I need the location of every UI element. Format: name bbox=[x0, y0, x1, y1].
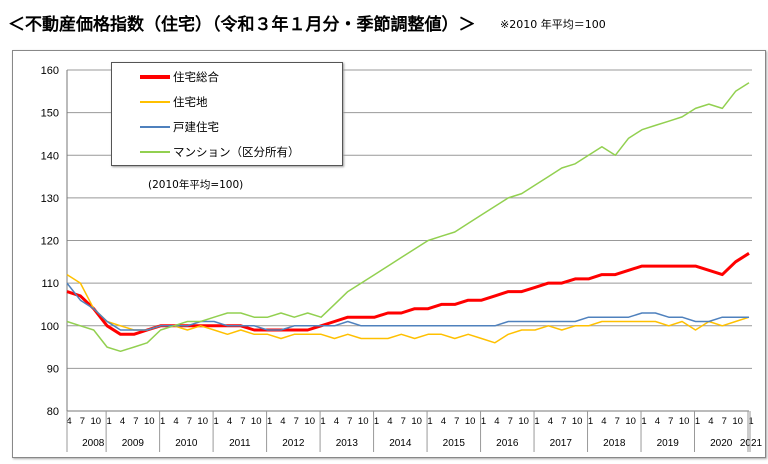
x-month-label: 10 bbox=[679, 416, 690, 427]
x-month-label: 7 bbox=[615, 416, 620, 427]
x-year-label: 2019 bbox=[657, 438, 680, 449]
y-tick-label: 80 bbox=[47, 406, 59, 418]
page-title: ＜不動産価格指数（住宅）（令和３年１月分・季節調整値）＞ bbox=[8, 15, 476, 35]
series-line-1 bbox=[66, 273, 750, 344]
legend-label: 戸建住宅 bbox=[173, 120, 219, 134]
x-month-label: 1 bbox=[748, 416, 753, 427]
x-month-label: 7 bbox=[508, 416, 513, 427]
x-month-label: 1 bbox=[213, 416, 218, 427]
x-month-label: 7 bbox=[133, 416, 138, 427]
x-month-label: 7 bbox=[294, 416, 299, 427]
x-month-label: 1 bbox=[267, 416, 272, 427]
x-month-label: 4 bbox=[601, 416, 606, 427]
legend-swatch bbox=[140, 101, 170, 103]
legend-label: 住宅地 bbox=[173, 95, 208, 109]
legend-label: マンション（区分所有） bbox=[173, 145, 300, 159]
x-month-label: 4 bbox=[494, 416, 499, 427]
x-month-label: 1 bbox=[695, 416, 700, 427]
x-month-label: 1 bbox=[160, 416, 165, 427]
x-month-label: 4 bbox=[548, 416, 553, 427]
x-month-label: 10 bbox=[358, 416, 369, 427]
y-tick-label: 110 bbox=[41, 278, 59, 290]
x-year-label: 2012 bbox=[282, 438, 305, 449]
x-month-label: 7 bbox=[561, 416, 566, 427]
y-tick-label: 100 bbox=[41, 321, 59, 333]
series-line-2 bbox=[66, 282, 749, 331]
legend: 住宅総合 住宅地 戸建住宅 マンション（区分所有） bbox=[111, 62, 343, 166]
x-month-label: 10 bbox=[144, 416, 155, 427]
legend-swatch bbox=[140, 75, 170, 79]
y-tick-label: 140 bbox=[41, 150, 59, 162]
x-month-label: 4 bbox=[227, 416, 232, 427]
y-tick-label: 160 bbox=[41, 65, 59, 77]
x-month-label: 4 bbox=[708, 416, 713, 427]
x-month-label: 1 bbox=[534, 416, 539, 427]
x-month-label: 1 bbox=[427, 416, 432, 427]
x-month-label: 1 bbox=[320, 416, 325, 427]
x-month-label: 7 bbox=[454, 416, 459, 427]
x-month-label: 4 bbox=[334, 416, 339, 427]
x-month-label: 4 bbox=[120, 416, 125, 427]
x-year-label: 2018 bbox=[603, 438, 626, 449]
legend-item-condo: マンション（区分所有） bbox=[140, 144, 300, 160]
x-year-label: 2021 bbox=[740, 438, 763, 449]
x-month-label: 1 bbox=[106, 416, 111, 427]
x-month-label: 4 bbox=[387, 416, 392, 427]
y-tick-label: 130 bbox=[41, 193, 59, 205]
x-year-label: 2008 bbox=[82, 438, 105, 449]
x-month-label: 1 bbox=[588, 416, 593, 427]
x-month-label: 7 bbox=[668, 416, 673, 427]
x-month-label: 4 bbox=[280, 416, 285, 427]
x-month-label: 10 bbox=[732, 416, 743, 427]
x-month-label: 7 bbox=[347, 416, 352, 427]
x-year-label: 2015 bbox=[443, 438, 466, 449]
x-month-label: 10 bbox=[518, 416, 529, 427]
legend-item-land: 住宅地 bbox=[140, 94, 208, 110]
x-month-label: 10 bbox=[304, 416, 315, 427]
base-note: ※2010 年平均＝100 bbox=[500, 18, 606, 31]
x-year-label: 2017 bbox=[550, 438, 573, 449]
chart-frame bbox=[12, 50, 766, 458]
x-month-label: 1 bbox=[374, 416, 379, 427]
x-month-label: 10 bbox=[572, 416, 583, 427]
x-month-label: 4 bbox=[66, 416, 71, 427]
legend-item-total: 住宅総合 bbox=[140, 69, 219, 85]
y-tick-label: 120 bbox=[41, 236, 59, 248]
x-year-label: 2010 bbox=[175, 438, 198, 449]
x-month-label: 4 bbox=[173, 416, 178, 427]
x-month-label: 7 bbox=[401, 416, 406, 427]
x-month-label: 7 bbox=[187, 416, 192, 427]
x-year-label: 2009 bbox=[122, 438, 145, 449]
y-tick-label: 90 bbox=[47, 363, 59, 375]
x-month-label: 10 bbox=[411, 416, 422, 427]
x-year-label: 2014 bbox=[389, 438, 412, 449]
legend-label: 住宅総合 bbox=[173, 70, 219, 84]
x-month-label: 10 bbox=[465, 416, 476, 427]
x-month-label: 4 bbox=[655, 416, 660, 427]
series-line-3 bbox=[66, 82, 750, 353]
x-month-label: 10 bbox=[625, 416, 636, 427]
x-year-label: 2016 bbox=[496, 438, 519, 449]
x-month-label: 7 bbox=[722, 416, 727, 427]
y-tick-label: 150 bbox=[41, 108, 59, 120]
x-month-label: 4 bbox=[441, 416, 446, 427]
x-month-label: 1 bbox=[641, 416, 646, 427]
x-year-label: 2013 bbox=[336, 438, 359, 449]
x-year-label: 2020 bbox=[710, 438, 733, 449]
legend-item-detached: 戸建住宅 bbox=[140, 119, 219, 135]
x-month-label: 10 bbox=[197, 416, 208, 427]
x-month-label: 10 bbox=[251, 416, 262, 427]
legend-swatch bbox=[140, 151, 170, 153]
legend-swatch bbox=[140, 126, 170, 128]
x-month-label: 10 bbox=[90, 416, 101, 427]
x-month-label: 7 bbox=[80, 416, 85, 427]
chart-subtitle: (2010年平均=100) bbox=[148, 179, 244, 191]
x-month-label: 7 bbox=[240, 416, 245, 427]
x-year-label: 2011 bbox=[229, 438, 251, 449]
x-month-label: 1 bbox=[481, 416, 486, 427]
